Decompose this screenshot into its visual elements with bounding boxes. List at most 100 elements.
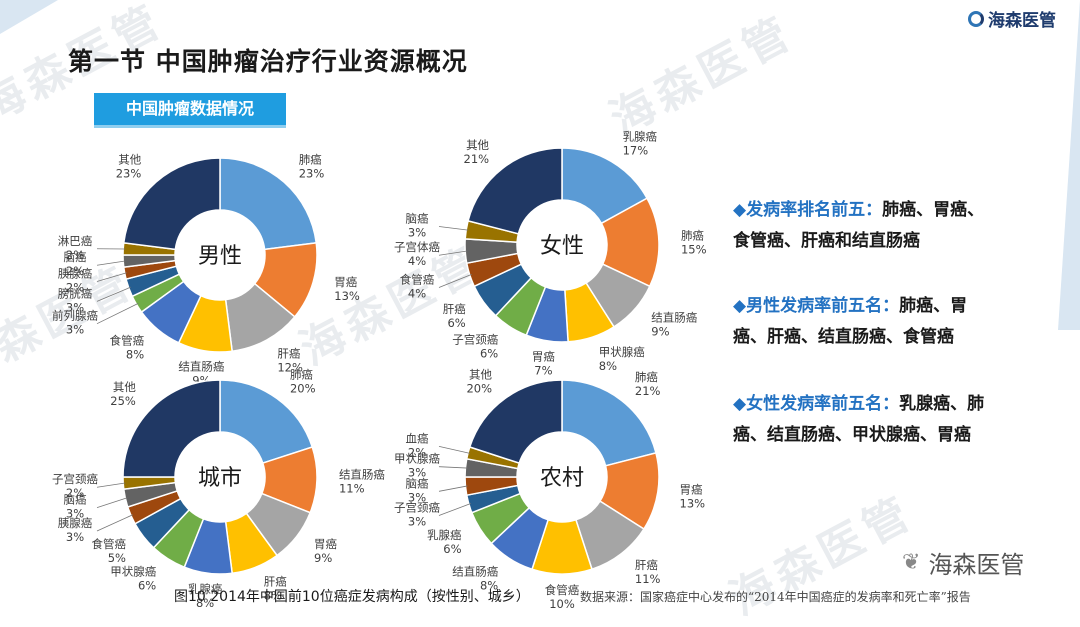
slice-label-name: 甲状腺癌	[110, 564, 156, 578]
slice-label-value: 3%	[408, 466, 426, 480]
slice-label-name: 肺癌	[681, 228, 704, 242]
slice-label-value: 6%	[447, 316, 465, 330]
slice-label-value: 25%	[110, 394, 136, 408]
slice-label-value: 6%	[443, 542, 461, 556]
slice-label-value: 20%	[290, 382, 316, 396]
donut-center-label: 男性	[198, 244, 242, 269]
figure-caption: 图10 2014年中国前10位癌症发病构成（按性别、城乡）	[174, 586, 530, 606]
slice-label-value: 13%	[680, 497, 706, 511]
slice-label-value: 21%	[635, 384, 661, 398]
slice-label-name: 肝癌	[635, 558, 658, 572]
leader-line	[97, 483, 125, 487]
slice-label-name: 胃癌	[334, 275, 357, 289]
slice-label-value: 17%	[623, 144, 649, 158]
slice-label-name: 食管癌	[110, 334, 145, 348]
slice-label-value: 23%	[299, 167, 325, 181]
slice-label-value: 8%	[126, 348, 144, 362]
donut-center-label: 农村	[540, 466, 584, 491]
bullet-text: 癌、结直肠癌、甲状腺癌、胃癌	[733, 425, 971, 445]
slice-label-name: 肺癌	[299, 153, 322, 167]
leader-line	[439, 251, 467, 255]
slice-label-name: 其他	[466, 138, 489, 152]
slice-label-name: 淋巴癌	[58, 234, 93, 248]
bullet-text: 食管癌、肝癌和结直肠癌	[733, 231, 920, 251]
slice-label-value: 4%	[408, 254, 426, 268]
slice-label-value: 3%	[66, 530, 84, 544]
slice-label-name: 肝癌	[443, 302, 466, 316]
slice-label-value: 2%	[66, 281, 84, 295]
donut-chart: 肺癌20%结直肠癌11%胃癌9%肝癌8%乳腺癌8%甲状腺癌6%食管癌5%胰腺癌3…	[52, 368, 385, 608]
slice-label-name: 结直肠癌	[452, 564, 498, 578]
slice-label-value: 3%	[408, 515, 426, 529]
bullet-label: ◆男性发病率前五名：	[733, 296, 899, 316]
slice-label-name: 胃癌	[532, 350, 555, 364]
slice-label-name: 结直肠癌	[339, 468, 385, 482]
slice-label-value: 2%	[408, 445, 426, 459]
slice-label-name: 乳腺癌	[427, 528, 462, 542]
slice-label-value: 13%	[334, 289, 360, 303]
slice-label-name: 血癌	[406, 431, 429, 445]
slice-label-name: 子宫颈癌	[52, 472, 98, 486]
slice-label-value: 21%	[464, 152, 490, 166]
bullet-text: 肺癌、胃	[899, 296, 967, 316]
slice-label-name: 胃癌	[680, 483, 703, 497]
slice-label-value: 10%	[549, 597, 575, 608]
wechat-icon: ❦	[902, 550, 920, 575]
slice-label-name: 肝癌	[277, 346, 300, 360]
slice-label-name: 子宫体癌	[394, 240, 440, 254]
slice-label-name: 甲状腺癌	[599, 345, 645, 359]
slice-label-value: 3%	[66, 300, 84, 314]
leader-line	[439, 467, 467, 468]
slice-label-value: 15%	[681, 242, 707, 256]
slice-label-name: 乳腺癌	[623, 130, 658, 144]
leader-line	[439, 486, 467, 491]
wechat-label: 海森医管	[928, 545, 1024, 580]
slice-label-name: 结直肠癌	[651, 311, 697, 325]
slice-label-name: 子宫颈癌	[452, 332, 498, 346]
leader-line	[97, 515, 133, 531]
donut-chart: 肺癌21%胃癌13%肝癌11%食管癌10%结直肠癌8%乳腺癌6%子宫颈癌3%脑癌…	[394, 368, 705, 608]
leader-line	[97, 261, 125, 265]
slice-label-name: 食管癌	[400, 272, 435, 286]
bullet-text: 乳腺癌、肺	[899, 394, 984, 414]
slice-label-value: 23%	[116, 167, 142, 181]
data-source: 数据来源：国家癌症中心发布的“2014年中国癌症的发病率和死亡率”报告	[580, 588, 971, 605]
slice-label-value: 9%	[651, 325, 669, 339]
bullet-text: 癌、肝癌、结直肠癌、食管癌	[733, 327, 954, 347]
donut-chart: 肺癌23%胃癌13%肝癌12%结直肠癌9%食管癌8%前列腺癌3%膀胱癌3%胰腺癌…	[52, 153, 360, 388]
donut-center-label: 女性	[540, 234, 584, 259]
donut-center-label: 城市	[198, 466, 242, 491]
slice-label-name: 其他	[469, 368, 492, 382]
slice-label-name: 肺癌	[635, 370, 658, 384]
slice-label-name: 胃癌	[314, 537, 337, 551]
slice-label-name: 脑癌	[406, 212, 429, 226]
slice-label-name: 肺癌	[290, 368, 313, 382]
slice-label-value: 3%	[408, 226, 426, 240]
bullet-overall-top5: ◆发病率排名前五：肺癌、胃癌、 食管癌、肝癌和结直肠癌	[733, 195, 1063, 257]
slice-label-value: 5%	[108, 551, 126, 565]
leader-line	[439, 504, 471, 516]
bullet-text: 肺癌、胃癌、	[882, 200, 984, 220]
slice-label-name: 其他	[118, 153, 141, 167]
leader-line	[439, 446, 470, 453]
bullet-female-top5: ◆女性发病率前五名：乳腺癌、肺 癌、结直肠癌、甲状腺癌、胃癌	[733, 389, 1063, 451]
slice-label-value: 2%	[66, 486, 84, 500]
slice-label-value: 7%	[534, 364, 552, 378]
leader-line	[97, 303, 138, 323]
slice-label-value: 11%	[635, 572, 661, 586]
slice-label-name: 其他	[113, 380, 136, 394]
slice-label-name: 结直肠癌	[178, 360, 224, 374]
wechat-account: ❦ 海森医管	[902, 545, 1024, 580]
slice-label-value: 2%	[66, 248, 84, 262]
slice-label-value: 3%	[408, 490, 426, 504]
leader-line	[97, 498, 127, 508]
slice-label-name: 食管癌	[91, 537, 126, 551]
leader-line	[97, 273, 127, 282]
slice-label-value: 8%	[599, 359, 617, 373]
slice-label-value: 3%	[66, 323, 84, 337]
slice-label-value: 2%	[66, 264, 84, 278]
leader-line	[439, 274, 472, 287]
bullet-label: ◆女性发病率前五名：	[733, 394, 899, 414]
slice-label-value: 6%	[138, 578, 156, 592]
slice-label-value: 20%	[466, 382, 492, 396]
